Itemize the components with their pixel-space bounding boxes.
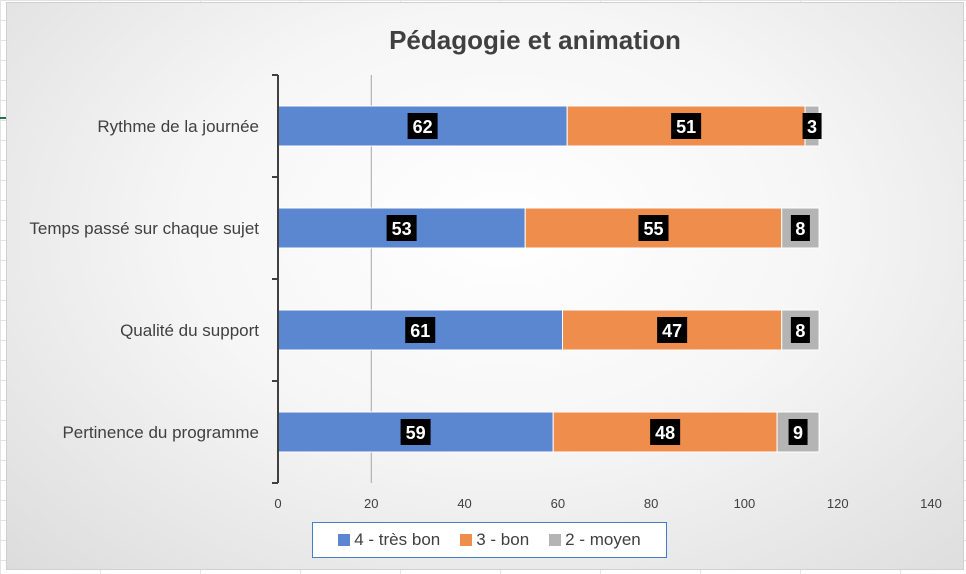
x-tick-label: 80	[644, 496, 658, 511]
data-label-bg	[400, 419, 431, 445]
category-label: Pertinence du programme	[62, 423, 259, 442]
legend-label: 4 - très bon	[354, 530, 441, 549]
data-label-bg	[657, 317, 688, 343]
data-label: 62	[413, 117, 433, 137]
data-label: 59	[406, 423, 426, 443]
data-label: 47	[662, 321, 682, 341]
category-label: Rythme de la journée	[97, 117, 259, 136]
data-label: 8	[795, 321, 805, 341]
legend-swatch	[549, 534, 562, 546]
x-tick-label: 20	[364, 496, 378, 511]
legend-swatch	[460, 534, 473, 546]
legend-item[interactable]: 3 - bon	[460, 530, 529, 550]
data-label: 8	[795, 219, 805, 239]
x-tick-label: 120	[827, 496, 849, 511]
legend-label: 3 - bon	[476, 530, 530, 549]
data-label-bg	[671, 113, 702, 139]
selected-cell-accent	[0, 117, 10, 119]
data-label: 9	[793, 423, 803, 443]
data-label: 55	[643, 219, 663, 239]
data-label: 48	[655, 423, 675, 443]
legend-item[interactable]: 2 - moyen	[549, 530, 641, 550]
data-label: 3	[807, 117, 817, 137]
legend-label: 2 - moyen	[565, 530, 641, 549]
bar-chart: Pédagogie et animation 62 51 3 Rythme de la …	[29, 25, 942, 511]
chart-area[interactable]: Pédagogie et animation 62 51 3 Rythme de la …	[6, 2, 964, 570]
x-tick-label: 0	[274, 496, 281, 511]
data-label: 61	[410, 321, 430, 341]
category-label: Temps passé sur chaque sujet	[29, 219, 259, 238]
x-tick-label: 60	[551, 496, 565, 511]
data-label-bg	[386, 215, 417, 241]
data-label-bg	[790, 215, 810, 241]
data-label-bg	[407, 113, 438, 139]
legend-item[interactable]: 4 - très bon	[338, 530, 440, 550]
data-label: 51	[676, 117, 696, 137]
data-label: 53	[392, 219, 412, 239]
data-label-bg	[638, 215, 669, 241]
data-label-bg	[650, 419, 681, 445]
x-tick-label: 40	[457, 496, 471, 511]
chart-legend[interactable]: 4 - très bon 3 - bon 2 - moyen	[312, 522, 667, 558]
x-tick-label: 100	[734, 496, 756, 511]
data-label-bg	[802, 113, 822, 139]
chart-title: Pédagogie et animation	[389, 25, 681, 55]
x-tick-label: 140	[920, 496, 942, 511]
data-label-bg	[788, 419, 808, 445]
data-label-bg	[405, 317, 436, 343]
data-label-bg	[790, 317, 810, 343]
category-label: Qualité du support	[120, 321, 259, 340]
legend-swatch	[338, 534, 351, 546]
